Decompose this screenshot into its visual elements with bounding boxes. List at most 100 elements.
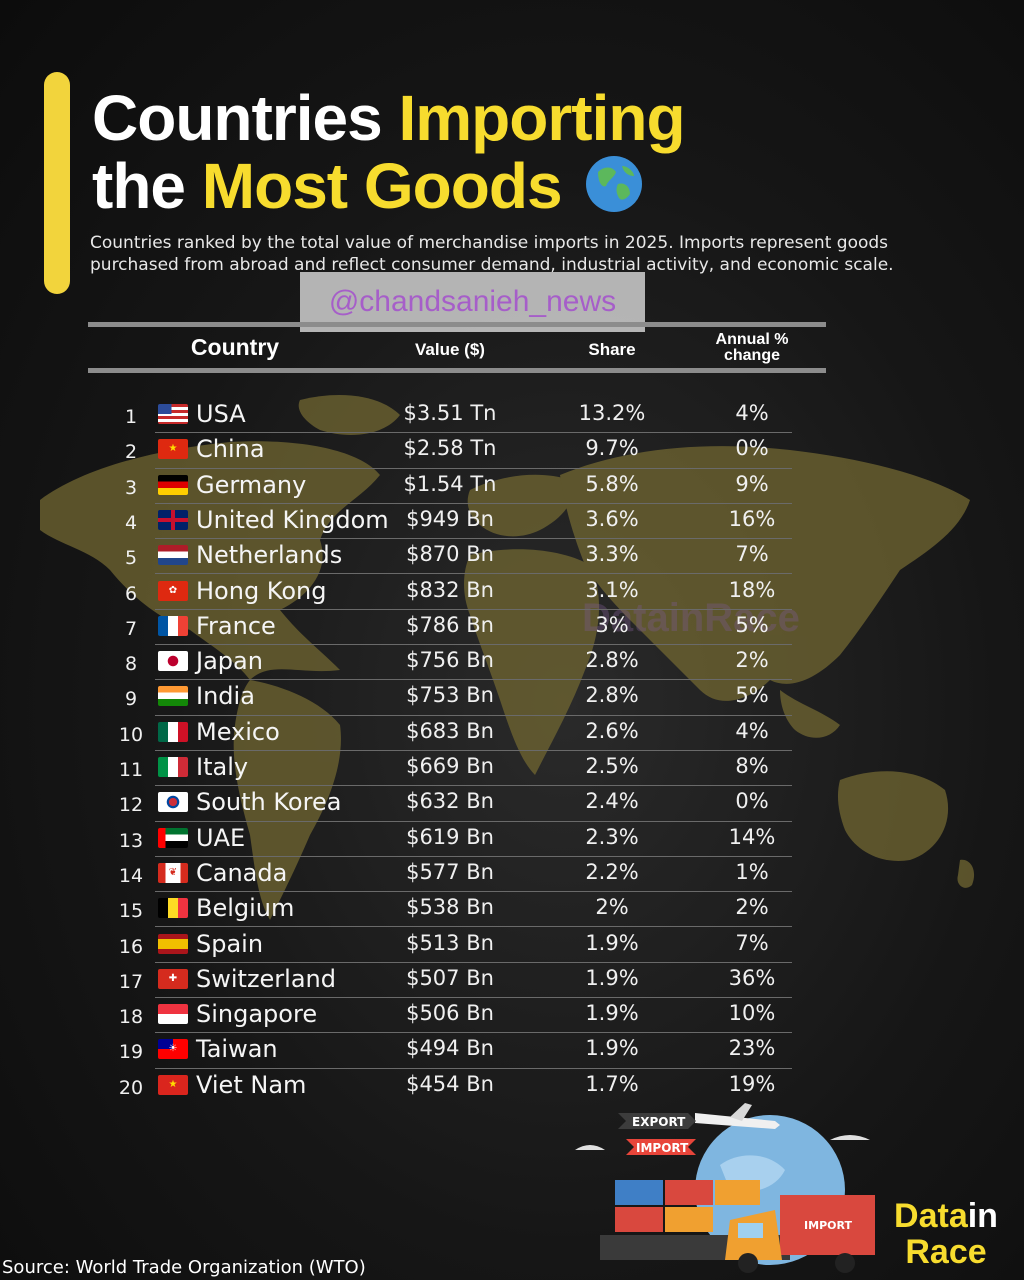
row-annual-change: 10%	[728, 1001, 776, 1026]
row-share: 1.9%	[585, 965, 639, 990]
row-rank: 3	[124, 476, 138, 499]
row-share: 2.5%	[585, 754, 639, 778]
header-top-rule	[88, 322, 826, 327]
row-value: $870 Bn	[406, 542, 494, 567]
row-country: Viet Nam	[196, 1070, 307, 1099]
column-header-value: Value ($)	[415, 340, 485, 359]
row-rank: 19	[118, 1041, 144, 1064]
title-word-most-goods: Most Goods	[201, 150, 563, 222]
brand-word-data: Data	[894, 1197, 968, 1235]
row-rank: 4	[124, 511, 138, 534]
row-divider	[155, 926, 792, 928]
flag-in-icon	[158, 686, 188, 707]
row-divider	[155, 1032, 792, 1034]
subtitle: Countries ranked by the total value of m…	[90, 233, 894, 275]
flag-sg-icon	[158, 1004, 188, 1025]
row-country: Singapore	[196, 1000, 318, 1029]
row-share: 5.8%	[585, 471, 639, 496]
flag-es-icon	[158, 933, 188, 954]
row-annual-change: 19%	[728, 1071, 776, 1096]
row-country: India	[196, 682, 255, 711]
row-value: $669 Bn	[406, 754, 494, 778]
row-rank: 15	[118, 900, 144, 923]
table-row: 15 Belgium $538 Bn 2% 2%	[0, 892, 1024, 928]
table-row: 19 Taiwan $494 Bn 1.9% 23% ☀	[0, 1033, 1024, 1069]
flag-kr-icon	[158, 792, 188, 813]
row-value: $683 Bn	[406, 718, 494, 743]
row-annual-change: 2%	[735, 648, 769, 673]
row-value: $507 Bn	[406, 965, 494, 990]
row-share: 1.9%	[585, 930, 639, 955]
row-value: $577 Bn	[406, 859, 494, 884]
flag-cn-icon: ★	[158, 439, 188, 460]
table-row: 16 Spain $513 Bn 1.9% 7%	[0, 928, 1024, 963]
flag-ca-icon: ❦	[158, 862, 188, 883]
flag-ae-icon	[158, 827, 188, 848]
brand-word-in: in	[967, 1197, 998, 1235]
row-value: $3.51 Tn	[403, 401, 497, 425]
row-rank: 11	[118, 759, 144, 781]
row-divider	[155, 432, 792, 434]
flag-hk-icon: ✿	[158, 580, 188, 601]
row-country: Spain	[196, 929, 264, 958]
row-annual-change: 0%	[735, 789, 769, 814]
flag-us-icon	[158, 404, 188, 424]
row-country: Japan	[196, 647, 263, 676]
header-bottom-rule	[88, 368, 826, 373]
row-rank: 8	[124, 653, 138, 676]
flag-it-icon	[158, 757, 188, 777]
table-row: 13 UAE $619 Bn 2.3% 14%	[0, 822, 1024, 857]
row-value: $1.54 Tn	[403, 471, 497, 496]
row-country: South Korea	[196, 788, 342, 817]
title-word-importing: Importing	[398, 82, 685, 154]
brand-logo: Datain Race	[881, 1198, 1011, 1270]
row-divider	[155, 502, 792, 504]
row-share: 1.7%	[585, 1071, 639, 1096]
row-divider	[155, 467, 792, 469]
table-row: 11 Italy $669 Bn 2.5% 8%	[0, 751, 1024, 787]
flag-jp-icon	[158, 651, 188, 672]
row-annual-change: 5%	[735, 612, 769, 637]
row-rank: 13	[118, 829, 144, 852]
row-share: 1.9%	[585, 1001, 639, 1026]
row-rank: 17	[118, 970, 144, 993]
table-row: 18 Singapore $506 Bn 1.9% 10%	[0, 998, 1024, 1034]
row-country: China	[196, 435, 265, 464]
row-annual-change: 8%	[735, 754, 769, 778]
row-annual-change: 9%	[735, 471, 769, 496]
airplane-icon	[695, 1103, 780, 1129]
row-annual-change: 14%	[728, 824, 776, 849]
row-rank: 20	[118, 1076, 144, 1099]
title-word-the: the	[92, 150, 186, 222]
row-value: $454 Bn	[406, 1071, 494, 1096]
map-watermark: DatainRace	[582, 596, 800, 640]
row-annual-change: 1%	[735, 859, 769, 884]
row-share: 13.2%	[578, 401, 646, 425]
row-share: 2.3%	[585, 824, 639, 849]
row-divider	[155, 679, 792, 681]
row-country: Hong Kong	[196, 576, 327, 605]
row-divider	[155, 608, 792, 610]
row-divider	[155, 1067, 792, 1069]
row-rank: 5	[124, 547, 138, 570]
row-value: $619 Bn	[406, 824, 494, 849]
row-annual-change: 36%	[728, 965, 776, 990]
row-country: Italy	[196, 753, 249, 781]
row-share: 3.3%	[585, 542, 639, 567]
row-country: Switzerland	[196, 964, 336, 993]
table-row: 17 Switzerland $507 Bn 1.9% 36% ✚	[0, 963, 1024, 999]
table-row: 8 Japan $756 Bn 2.8% 2%	[0, 645, 1024, 681]
row-share: 2.4%	[585, 789, 639, 814]
row-rank: 2	[124, 441, 138, 464]
row-share: 3.6%	[585, 506, 639, 531]
row-share: 2.8%	[585, 648, 639, 673]
row-rank: 9	[124, 688, 138, 711]
row-value: $949 Bn	[406, 506, 494, 531]
row-rank: 16	[118, 935, 144, 958]
row-divider	[155, 820, 792, 822]
row-annual-change: 23%	[728, 1036, 776, 1061]
import-sign: IMPORT	[636, 1141, 689, 1155]
row-divider	[155, 855, 792, 857]
trade-illustration: EXPORT IMPORT IMPORT	[575, 1103, 875, 1273]
table-row: 12 South Korea $632 Bn 2.4% 0%	[0, 786, 1024, 822]
